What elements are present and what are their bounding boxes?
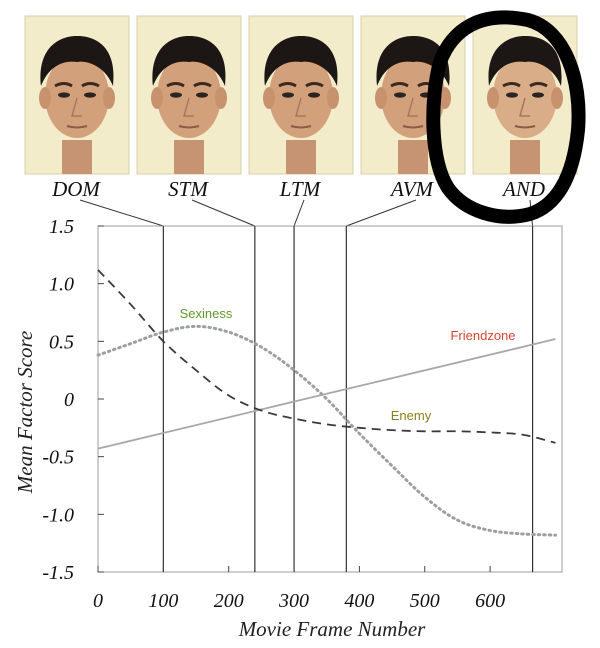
x-tick-label: 0 [93,590,103,612]
y-tick-label: 0 [64,389,74,411]
series-label-friendzone: Friendzone [450,328,515,343]
connector-line-avm [346,199,417,227]
x-tick-label: 500 [410,590,440,612]
y-tick-label: -0.5 [42,447,74,469]
face-photo-stm [136,15,242,175]
vertical-marker-lines [162,226,534,572]
x-axis-ticks: 0 100 200 300 400 500 600 [93,566,505,612]
series-lines [96,269,557,537]
y-tick-label: -1.0 [42,504,74,526]
y-axis-title: Mean Factor Score [13,331,37,495]
connector-line-dom [79,199,164,227]
y-tick-label: 1.5 [49,216,74,238]
face-photo-ltm [248,15,354,175]
y-tick-label: -1.5 [42,562,74,584]
y-axis-ticks: 1.5 1.0 0.5 0 -0.5 -1.0 -1.5 [42,216,104,584]
connector-line-ltm [293,199,305,227]
x-tick-label: 400 [344,590,374,612]
x-tick-label: 300 [278,590,309,612]
series-line-friendzone [97,338,556,450]
plot-frame [97,225,563,573]
y-tick-label: 0.5 [49,331,74,353]
connector-lines [79,199,534,227]
connector-line-stm [191,199,256,227]
series-label-sexiness: Sexiness [180,306,233,321]
x-axis-title: Movie Frame Number [238,617,426,641]
hand-drawn-circle-annotation [426,10,586,224]
x-tick-label: 200 [214,590,244,612]
face-label-dom: DOM [51,177,101,201]
series-label-enemy: Enemy [391,408,432,423]
face-photo-dom [24,15,130,175]
series-line-sexiness [96,324,557,537]
x-tick-label: 100 [148,590,178,612]
y-tick-label: 1.0 [49,274,74,296]
series-line-enemy [97,269,556,444]
x-tick-label: 600 [475,590,505,612]
face-label-stm: STM [168,177,209,201]
face-label-avm: AVM [389,177,435,201]
face-label-and: AND [501,177,545,201]
face-label-ltm: LTM [279,177,322,201]
face-strip: DOM STM LTM AVM AND [24,15,578,201]
